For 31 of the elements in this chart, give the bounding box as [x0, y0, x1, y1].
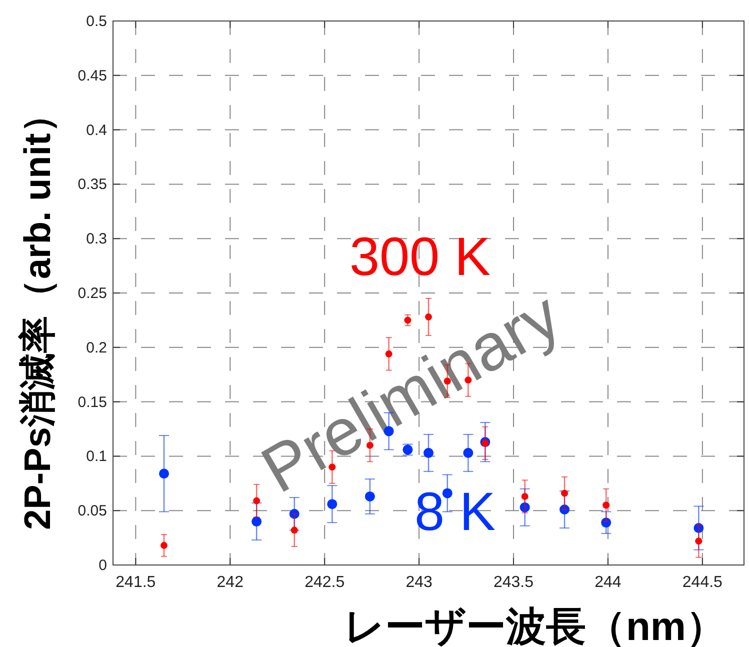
- y-tick-label: 0.05: [78, 502, 107, 520]
- point: [602, 502, 610, 509]
- y-tick-label: 0.5: [86, 13, 107, 30]
- point: [521, 492, 528, 500]
- series-label: 8 K: [414, 482, 496, 542]
- series-label: 300 K: [349, 227, 491, 287]
- x-tick-label: 243: [406, 574, 432, 591]
- point: [695, 538, 702, 545]
- y-tick-label: 0.2: [86, 339, 107, 356]
- y-tick-label: 0.4: [86, 122, 107, 139]
- y-axis-title: 2P-Ps消滅率（arb. unit）: [17, 96, 58, 530]
- point: [159, 468, 170, 479]
- x-tick-label: 242.5: [304, 574, 345, 591]
- point: [364, 491, 375, 502]
- x-tick-label: 243.5: [493, 574, 534, 591]
- x-tick-label: 244.5: [682, 574, 723, 591]
- x-tick-label: 244: [594, 574, 622, 591]
- y-tick-label: 0: [98, 557, 107, 574]
- point: [253, 497, 260, 504]
- y-tick-label: 0.3: [86, 230, 107, 248]
- x-tick-label: 241.5: [116, 574, 156, 591]
- y-tick-label: 0.15: [78, 394, 107, 411]
- point: [160, 542, 168, 549]
- point: [327, 499, 338, 510]
- x-tick-label: 242: [216, 574, 244, 591]
- y-tick-label: 0.35: [78, 176, 107, 194]
- y-tick-label: 0.25: [78, 285, 107, 302]
- point: [561, 490, 568, 497]
- y-tick-label: 0.45: [78, 67, 107, 84]
- point: [290, 526, 298, 534]
- y-tick-label: 0.1: [86, 448, 107, 466]
